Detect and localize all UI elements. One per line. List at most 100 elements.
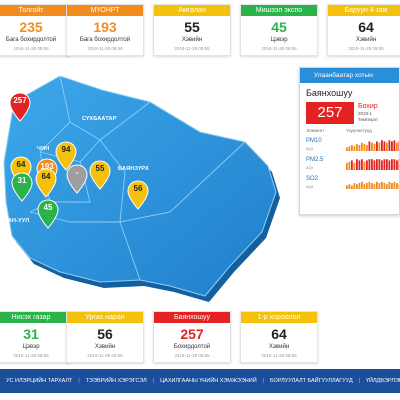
station-card[interactable]: Баруун 4 зам 64 Хэвийн 2019-11-28 09:55 <box>327 4 400 56</box>
station-status: Хэвийн <box>94 344 116 350</box>
pollutant-bar <box>366 183 368 189</box>
pollutant-bar <box>363 184 366 189</box>
nav-link[interactable]: ЦАХИЛГААНЫ ҮНИЙН ХЭМЖЭЭНИЙ <box>160 378 257 384</box>
pollutant-bar <box>353 162 356 170</box>
pollutant-bar-chart <box>346 159 399 170</box>
marker-value: 31 <box>17 176 27 185</box>
station-name: Нисэх газар <box>0 312 69 323</box>
panel-date: 2019-1 <box>358 111 373 116</box>
pollutant-bar <box>356 159 358 170</box>
station-marker[interactable]: 31 <box>11 172 33 202</box>
pollutant-bar <box>368 141 371 151</box>
pollutant-row: SO2 AQI <box>300 174 399 193</box>
nav-separator: | <box>262 378 264 384</box>
pollutant-bar <box>398 159 399 170</box>
nav-link[interactable]: БОРЛУУЛАЛТ БАЙГУУЛЛАГУУД <box>270 378 353 384</box>
station-card[interactable]: МҮОНРТ 193 Бага бохирдолтой 2019-11-28 09:5… <box>66 4 144 56</box>
nav-link[interactable]: ТЭЭВРИЙН ХЭРЭГСЭЛ <box>85 378 147 384</box>
map-pin-icon <box>37 199 59 229</box>
nav-link[interactable]: УС ИЛЭРЦИЙН ТАРХАЛТ <box>6 378 73 384</box>
map-pin-icon <box>89 160 111 190</box>
nav-link[interactable]: ҮЙЛДВЭРЛЭГЧ БАЙГУУЛЛАГ <box>366 378 400 384</box>
pollutant-bar <box>393 181 396 189</box>
pollutant-bar <box>376 159 378 170</box>
station-card[interactable]: Мишээл экспо 45 Цэвэр 2019-11-28 09:55 <box>240 4 318 56</box>
district-label: ЧИН <box>37 146 50 152</box>
panel-temperature: Температ <box>358 117 378 122</box>
station-time: 2019-11-28 09:55 <box>174 46 210 51</box>
pollutant-bar <box>368 159 371 170</box>
pollutant-bar <box>396 142 398 151</box>
nav-separator: | <box>358 378 361 384</box>
panel-status: Бохир <box>358 103 378 110</box>
district-label: СҮХБААТАР <box>82 116 117 122</box>
pollutant-bar <box>351 185 353 189</box>
pollutant-bar <box>373 184 376 189</box>
station-marker[interactable]: 45 <box>37 199 59 229</box>
station-marker[interactable]: 56 <box>127 180 149 210</box>
pollutant-bar <box>356 143 358 151</box>
pollutant-row: PM2.5 AQI <box>300 155 399 174</box>
station-marker[interactable]: - <box>66 164 88 194</box>
station-card[interactable]: 1-р хороолол 64 Хэвийн 2019-11-28 09:55 <box>240 311 318 363</box>
station-status: Хэвийн <box>181 37 203 43</box>
marker-value: 45 <box>43 203 53 212</box>
map-pin-icon <box>66 164 88 194</box>
station-marker[interactable]: 55 <box>89 160 111 190</box>
station-marker[interactable]: 94 <box>55 141 77 171</box>
station-aqi-value: 193 <box>93 19 117 35</box>
pollutant-bar <box>381 181 383 189</box>
pollutant-name: SO2 <box>306 176 319 182</box>
station-aqi-value: 45 <box>271 19 287 35</box>
pollutant-bar <box>393 140 396 151</box>
pollutant-bar <box>388 140 391 151</box>
marker-value: 193 <box>40 162 54 171</box>
col-element-header: Элемент <box>306 128 325 133</box>
station-time: 2019-11-28 09:55 <box>87 353 123 358</box>
marker-value: 64 <box>16 160 26 169</box>
pollutant-bar <box>393 159 396 170</box>
pollutant-bar <box>371 142 373 151</box>
station-time: 2019-11-28 09:55 <box>261 353 297 358</box>
map-pin-icon <box>9 92 31 122</box>
pollutant-bar <box>363 161 366 170</box>
map-pin-icon <box>127 180 149 210</box>
pollutant-name: PM10 <box>306 138 322 144</box>
pollutant-bar <box>346 162 348 170</box>
station-card[interactable]: Нисэх газар 31 Цэвэр 2019-11-28 09:55 <box>0 311 70 363</box>
station-marker[interactable]: 257 <box>9 92 31 122</box>
pollutant-bar <box>396 160 398 170</box>
marker-value: 55 <box>95 164 105 173</box>
station-status: Хэвийн <box>268 344 290 350</box>
pollutant-bar <box>373 143 376 151</box>
station-time: 2019-11-28 09:55 <box>13 46 49 51</box>
panel-district-name: Баянхошуу <box>306 88 353 98</box>
station-name: Баянхошуу <box>154 312 230 323</box>
station-name: Ургах наран <box>67 312 143 323</box>
pollutant-bar <box>398 184 399 189</box>
pollutant-list: PM10 AQI PM2.5 AQI SO2 AQI <box>300 136 399 193</box>
station-card[interactable]: Ургах наран 56 Хэвийн 2019-11-28 09:55 <box>66 311 144 363</box>
pollutant-bar <box>348 184 351 189</box>
station-name: Баруун 4 зам <box>328 5 400 16</box>
station-card[interactable]: Толгойт 235 Бага бохирдолтой 2019-11-28 09:… <box>0 4 70 56</box>
pollutant-bar <box>353 146 356 151</box>
station-card[interactable]: Амгалан 55 Хэвийн 2019-11-28 09:55 <box>153 4 231 56</box>
station-aqi-value: 56 <box>97 326 113 342</box>
station-card[interactable]: Баянхошуу 257 Бохирдолтой 2019-11-28 09:55 <box>153 311 231 363</box>
pollutant-bar-chart <box>346 140 399 151</box>
district-label: БАЯНЗҮРХ <box>118 166 149 172</box>
pollutant-bar <box>383 159 386 170</box>
pollutant-bar <box>378 159 381 170</box>
pollutant-bar <box>386 159 388 170</box>
pollutant-bar <box>388 160 391 170</box>
station-marker[interactable]: 64 <box>35 168 57 198</box>
nav-separator: | <box>152 378 155 384</box>
pollutant-bar <box>361 159 363 170</box>
pollutant-unit: AQI <box>306 184 313 189</box>
station-aqi-value: 55 <box>184 19 200 35</box>
station-aqi-value: 64 <box>358 19 374 35</box>
nav-separator: | <box>78 378 80 384</box>
pollutant-row: PM10 AQI <box>300 136 399 155</box>
pollutant-bar <box>391 141 393 151</box>
